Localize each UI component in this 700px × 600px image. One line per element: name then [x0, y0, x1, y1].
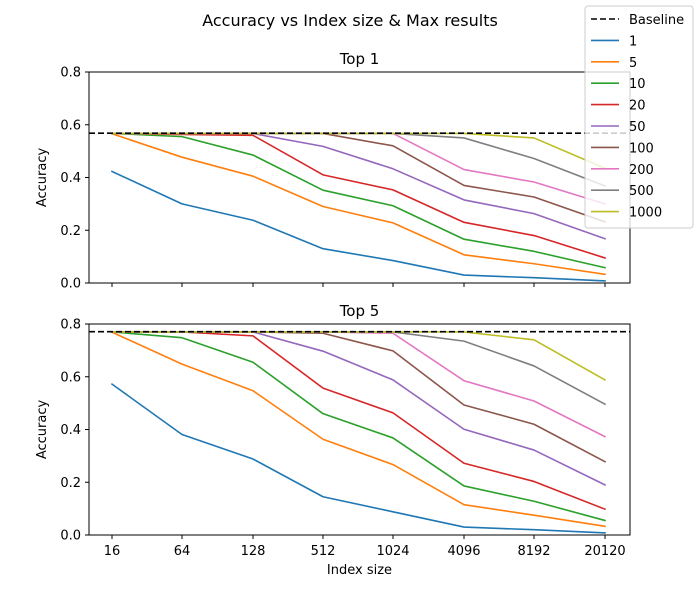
series-line-5: [110, 331, 606, 528]
series-line-100: [111, 331, 607, 463]
series-line-200: [111, 331, 607, 438]
series-line-100: [111, 132, 607, 223]
axes-frame: [88, 71, 631, 284]
y-axis-label: Accuracy: [35, 400, 50, 460]
x-tick-label: 64: [174, 544, 191, 559]
y-axis-label: Accuracy: [35, 148, 50, 208]
y-tick-label: 0.4: [60, 423, 81, 438]
y-tick-label: 0.0: [60, 529, 81, 544]
legend-label: 50: [629, 120, 646, 135]
legend-label: 200: [629, 163, 654, 178]
legend-label: 1000: [629, 206, 662, 221]
legend-label: Baseline: [629, 13, 684, 28]
series-line-10: [111, 132, 606, 269]
series-line-10: [111, 331, 606, 522]
figure-suptitle: Accuracy vs Index size & Max results: [202, 11, 498, 30]
series-line-500: [111, 132, 607, 187]
series-line-1: [110, 170, 606, 282]
legend-label: 1: [629, 34, 637, 49]
y-tick-label: 0.0: [60, 277, 81, 292]
panel-title: Top 1: [339, 50, 380, 68]
series-line-1: [110, 383, 606, 534]
x-axis-label: Index size: [327, 563, 392, 578]
chart-panels: Top 1 Accuracy 0.0 0.2 0.4 0.6 0.8 Top 5 Accurac…: [35, 50, 631, 578]
x-tick-label: 512: [311, 544, 336, 559]
y-tick-label: 0.8: [60, 66, 81, 81]
chart-panel-2: Top 5 Accuracy 0.0 0.2 0.4 0.6 0.8 16 64 128 512 10…: [35, 302, 631, 578]
series-line-200: [111, 132, 607, 205]
series-line-50: [111, 331, 607, 486]
y-tick-label: 0.2: [60, 224, 81, 239]
legend-label: 10: [629, 77, 646, 92]
legend-label: 5: [629, 56, 637, 71]
x-tick-label: 8192: [517, 544, 550, 559]
x-tick-label: 128: [241, 544, 266, 559]
series-line-20: [111, 331, 607, 511]
x-tick-label: 1024: [376, 544, 409, 559]
chart-panel-1: Top 1 Accuracy 0.0 0.2 0.4 0.6 0.8: [35, 50, 631, 292]
x-tick-label: 20120: [584, 544, 625, 559]
panel-title: Top 5: [339, 302, 380, 320]
series-line-50: [111, 132, 607, 240]
axes-frame: [88, 323, 631, 536]
series-line-5: [110, 132, 606, 276]
legend-label: 500: [629, 184, 654, 199]
y-tick-label: 0.2: [60, 476, 81, 491]
x-tick-label: 4096: [447, 544, 480, 559]
series-line-20: [111, 132, 607, 259]
legend-label: 100: [629, 141, 654, 156]
series-line-1000: [111, 132, 607, 170]
y-tick-label: 0.4: [60, 171, 81, 186]
legend-label: 20: [629, 99, 646, 114]
y-tick-label: 0.8: [60, 318, 81, 333]
y-tick-label: 0.6: [60, 118, 81, 133]
x-tick-label: 16: [104, 544, 121, 559]
y-tick-label: 0.6: [60, 370, 81, 385]
legend: Baseline 1 5 10 20 50 100 200 500 1000: [584, 5, 694, 229]
